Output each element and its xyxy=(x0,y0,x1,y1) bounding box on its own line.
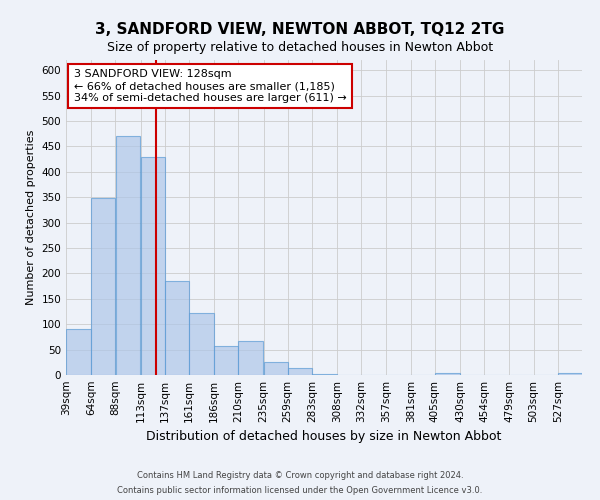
Bar xyxy=(435,373,460,375)
Bar xyxy=(312,374,337,375)
Bar xyxy=(91,198,115,375)
X-axis label: Distribution of detached houses by size in Newton Abbot: Distribution of detached houses by size … xyxy=(146,430,502,444)
Bar xyxy=(141,156,164,375)
Text: Contains public sector information licensed under the Open Government Licence v3: Contains public sector information licen… xyxy=(118,486,482,495)
Bar xyxy=(263,362,287,375)
Bar xyxy=(288,368,312,375)
Text: 3 SANDFORD VIEW: 128sqm
← 66% of detached houses are smaller (1,185)
34% of semi: 3 SANDFORD VIEW: 128sqm ← 66% of detache… xyxy=(74,70,346,102)
Bar xyxy=(558,373,582,375)
Bar xyxy=(238,341,263,375)
Text: Contains HM Land Registry data © Crown copyright and database right 2024.: Contains HM Land Registry data © Crown c… xyxy=(137,471,463,480)
Bar xyxy=(214,346,238,375)
Bar xyxy=(66,330,91,375)
Bar xyxy=(165,281,189,375)
Text: Size of property relative to detached houses in Newton Abbot: Size of property relative to detached ho… xyxy=(107,41,493,54)
Text: 3, SANDFORD VIEW, NEWTON ABBOT, TQ12 2TG: 3, SANDFORD VIEW, NEWTON ABBOT, TQ12 2TG xyxy=(95,22,505,38)
Y-axis label: Number of detached properties: Number of detached properties xyxy=(26,130,36,305)
Bar xyxy=(116,136,140,375)
Bar xyxy=(189,312,214,375)
